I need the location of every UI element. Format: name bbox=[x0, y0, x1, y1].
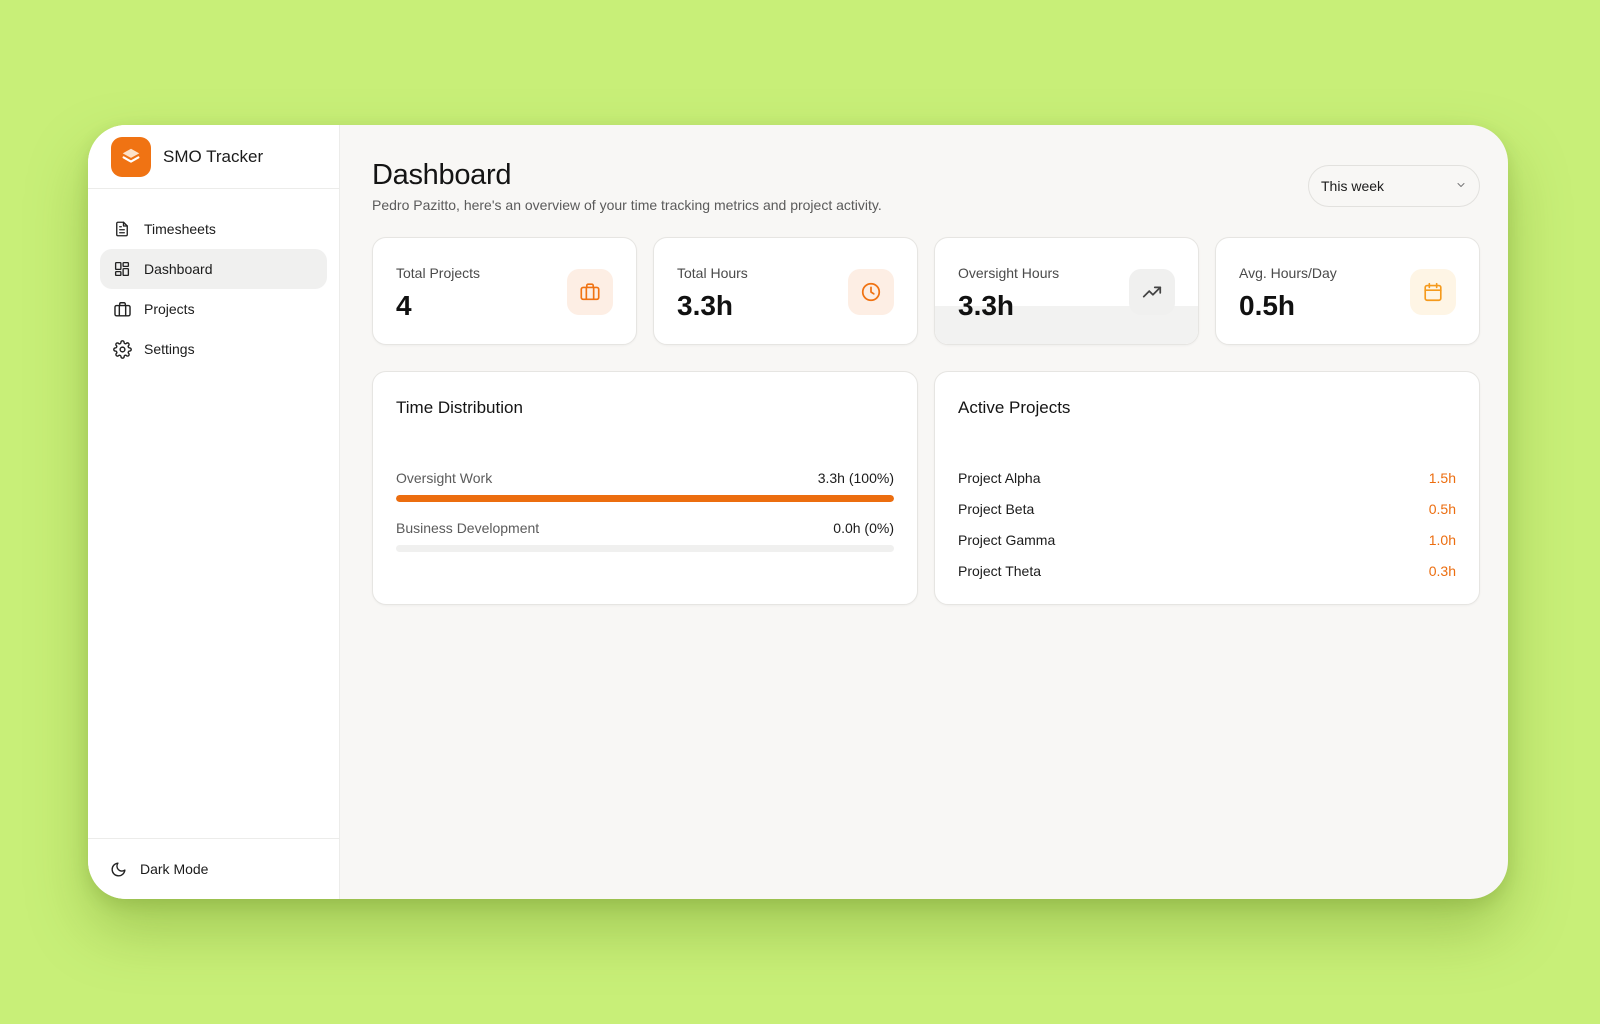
sidebar-item-label: Settings bbox=[144, 341, 195, 357]
sidebar-item-dashboard[interactable]: Dashboard bbox=[100, 249, 327, 289]
project-hours: 0.5h bbox=[1428, 501, 1456, 517]
project-name: Project Theta bbox=[958, 563, 1042, 579]
stat-card-total-projects: Total Projects 4 bbox=[372, 237, 637, 345]
project-list: Project Alpha 1.5h Project Beta 0.5h Pro… bbox=[958, 470, 1456, 594]
moon-icon bbox=[110, 860, 128, 878]
sidebar-item-projects[interactable]: Projects bbox=[100, 289, 327, 329]
distribution-label: Business Development bbox=[396, 520, 540, 536]
list-item[interactable]: Project Gamma 1.0h bbox=[958, 532, 1456, 563]
sidebar-item-label: Timesheets bbox=[144, 221, 216, 237]
file-text-icon bbox=[112, 219, 132, 239]
briefcase-icon bbox=[567, 269, 613, 315]
project-hours: 1.0h bbox=[1428, 532, 1456, 548]
sidebar-nav: Timesheets Dashboard bbox=[88, 189, 339, 369]
dark-mode-toggle[interactable]: Dark Mode bbox=[88, 838, 339, 899]
stat-value: 4 bbox=[396, 290, 412, 321]
date-range-value: This week bbox=[1321, 178, 1385, 194]
sidebar-item-settings[interactable]: Settings bbox=[100, 329, 327, 369]
progress-track bbox=[396, 545, 894, 552]
project-name: Project Alpha bbox=[958, 470, 1041, 486]
brand: SMO Tracker bbox=[88, 125, 339, 189]
time-distribution-title: Time Distribution bbox=[396, 398, 523, 417]
active-projects-title: Active Projects bbox=[958, 398, 1071, 417]
calendar-icon bbox=[1410, 269, 1456, 315]
stat-cards: Total Projects 4 Total Hours 3.3h bbox=[372, 237, 1480, 345]
project-hours: 1.5h bbox=[1428, 470, 1456, 486]
briefcase-icon bbox=[112, 299, 132, 319]
app-window: SMO Tracker Timesheets bbox=[88, 125, 1508, 899]
page-subtitle: Pedro Pazitto, here's an overview of you… bbox=[372, 197, 882, 213]
time-distribution-card: Time Distribution Oversight Work 3.3h (1… bbox=[372, 371, 918, 605]
app-name: SMO Tracker bbox=[163, 146, 264, 166]
list-item[interactable]: Project Beta 0.5h bbox=[958, 501, 1456, 532]
stat-label: Total Hours bbox=[677, 265, 748, 281]
list-item[interactable]: Project Theta 0.3h bbox=[958, 563, 1456, 594]
distribution-row-oversight: Oversight Work 3.3h (100%) bbox=[396, 470, 894, 502]
stat-label: Oversight Hours bbox=[958, 265, 1060, 281]
stat-card-oversight-hours: Oversight Hours 3.3h bbox=[934, 237, 1199, 345]
stat-value: 3.3h bbox=[677, 290, 734, 321]
distribution-value: 3.3h (100%) bbox=[817, 470, 894, 486]
stat-label: Total Projects bbox=[396, 265, 481, 281]
distribution-value: 0.0h (0%) bbox=[833, 520, 894, 536]
panels: Time Distribution Oversight Work 3.3h (1… bbox=[372, 371, 1480, 605]
logo-icon bbox=[111, 136, 151, 177]
main-content: Dashboard Pedro Pazitto, here's an overv… bbox=[340, 125, 1508, 899]
chevron-down-icon bbox=[1455, 178, 1467, 194]
progress-track bbox=[396, 495, 894, 502]
layout-grid-icon bbox=[112, 259, 132, 279]
stat-value: 0.5h bbox=[1239, 290, 1296, 321]
stat-value: 3.3h bbox=[958, 290, 1015, 321]
sidebar-item-label: Projects bbox=[144, 301, 195, 317]
dark-mode-label: Dark Mode bbox=[140, 861, 209, 877]
sidebar: SMO Tracker Timesheets bbox=[88, 125, 340, 899]
project-name: Project Gamma bbox=[958, 532, 1056, 548]
stat-card-total-hours: Total Hours 3.3h bbox=[653, 237, 918, 345]
sidebar-item-timesheets[interactable]: Timesheets bbox=[100, 209, 327, 249]
distribution-row-business-development: Business Development 0.0h (0%) bbox=[396, 520, 894, 552]
stat-card-avg-hours-day: Avg. Hours/Day 0.5h bbox=[1215, 237, 1480, 345]
date-range-select[interactable]: This week bbox=[1308, 165, 1480, 207]
project-hours: 0.3h bbox=[1428, 563, 1456, 579]
clock-icon bbox=[848, 269, 894, 315]
distribution-label: Oversight Work bbox=[396, 470, 493, 486]
trending-up-icon bbox=[1129, 269, 1175, 315]
list-item[interactable]: Project Alpha 1.5h bbox=[958, 470, 1456, 501]
stat-label: Avg. Hours/Day bbox=[1239, 265, 1337, 281]
page-title: Dashboard bbox=[372, 159, 512, 191]
sidebar-item-label: Dashboard bbox=[144, 261, 213, 277]
active-projects-card: Active Projects Project Alpha 1.5h Proje… bbox=[934, 371, 1480, 605]
gear-icon bbox=[112, 339, 132, 359]
progress-fill bbox=[396, 495, 894, 502]
project-name: Project Beta bbox=[958, 501, 1035, 517]
